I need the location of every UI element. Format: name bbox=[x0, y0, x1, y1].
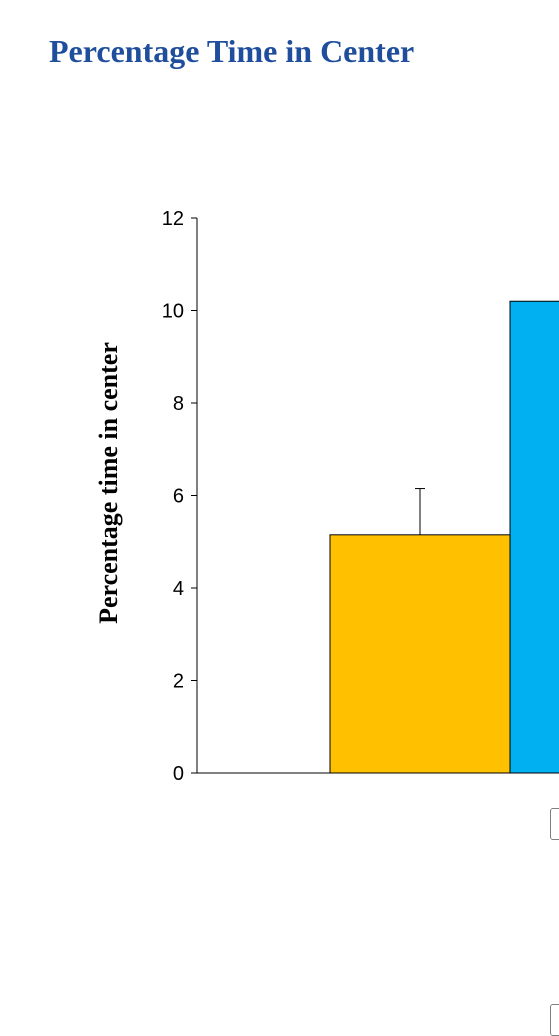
legend-swatch-2 bbox=[550, 1004, 559, 1036]
y-axis: 0 2 4 6 8 10 12 bbox=[162, 208, 559, 785]
y-tick-label: 4 bbox=[173, 578, 184, 600]
y-tick-label: 2 bbox=[173, 671, 184, 693]
y-tick-label: 8 bbox=[173, 393, 184, 415]
y-tick-label: 10 bbox=[162, 301, 184, 323]
y-tick-label: 6 bbox=[173, 486, 184, 508]
legend-swatch-1 bbox=[550, 808, 559, 840]
bar-1 bbox=[329, 534, 511, 774]
y-tick-label: 0 bbox=[173, 763, 184, 785]
bar-2 bbox=[509, 300, 559, 774]
bars-group bbox=[329, 300, 559, 774]
chart-title: Percentage Time in Center bbox=[49, 33, 415, 69]
y-tick-label: 12 bbox=[162, 208, 184, 230]
y-axis-label: Percentage time in center bbox=[94, 342, 123, 624]
